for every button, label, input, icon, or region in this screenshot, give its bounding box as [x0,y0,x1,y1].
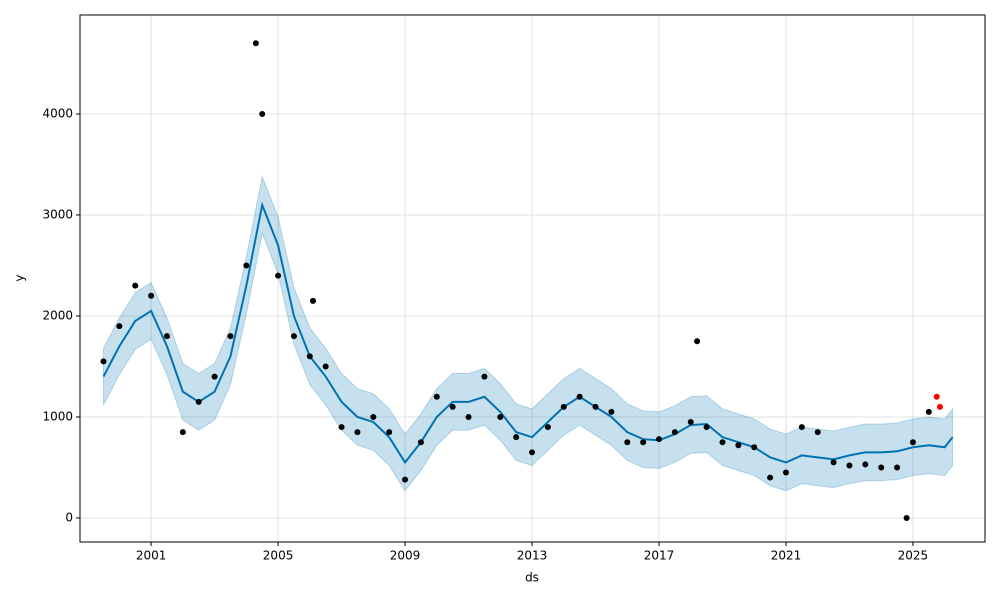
data-point [830,459,837,466]
y-tick-label: 1000 [42,409,73,423]
y-tick-label: 2000 [42,308,73,322]
y-tick-label: 0 [65,510,73,524]
data-point [735,442,742,449]
forecast-line [102,201,954,465]
data-point [195,398,202,405]
data-point [933,393,940,400]
data-point [862,461,869,468]
data-point [936,403,943,410]
data-point [894,464,901,471]
data-point [608,408,615,415]
data-point [560,403,567,410]
data-point [703,424,710,431]
data-point [846,462,853,469]
data-point [116,323,123,330]
data-point [449,403,456,410]
data-point [544,424,551,431]
data-point [322,363,329,370]
data-point [354,429,361,436]
x-tick-label: 2005 [263,549,294,563]
x-tick-label: 2013 [517,549,548,563]
data-point [132,282,139,289]
data-point [655,436,662,443]
data-point [767,474,774,481]
data-point [370,413,377,420]
x-tick-label: 2021 [771,549,802,563]
data-point [163,333,170,340]
data-point [338,424,345,431]
data-point [671,429,678,436]
data-point [592,403,599,410]
data-point [386,429,393,436]
data-point [751,444,758,451]
y-tick-label: 4000 [42,106,73,120]
data-point [211,373,218,380]
data-point [148,292,155,299]
data-point [798,424,805,431]
data-point [925,408,932,415]
uncertainty-band [102,174,954,492]
data-point [694,338,701,345]
data-point [909,439,916,446]
x-tick-label: 2025 [898,549,929,563]
y-tick-label: 3000 [42,207,73,221]
x-tick-label: 2017 [644,549,675,563]
x-tick-label: 2001 [136,549,167,563]
data-point [290,333,297,340]
data-point [402,476,409,483]
data-point [719,439,726,446]
data-point [576,393,583,400]
data-point [227,333,234,340]
data-point [903,514,910,521]
data-point [687,419,694,426]
data-point [179,429,186,436]
data-point [433,393,440,400]
data-point [782,469,789,476]
x-axis-label: ds [525,571,539,585]
data-point [513,434,520,441]
data-point [481,373,488,380]
data-point [814,429,821,436]
data-point [252,40,259,47]
data-point [497,413,504,420]
data-point [259,110,266,117]
data-point [624,439,631,446]
data-point [306,353,313,360]
y-axis-label: y [13,274,27,281]
data-point [878,464,885,471]
data-point [100,358,107,365]
data-point [640,439,647,446]
data-point [417,439,424,446]
data-point [243,262,250,269]
data-point [465,413,472,420]
plot-frame [79,14,986,543]
x-tick-label: 2009 [390,549,421,563]
data-point [529,449,536,456]
data-point [275,272,282,279]
data-point [309,297,316,304]
